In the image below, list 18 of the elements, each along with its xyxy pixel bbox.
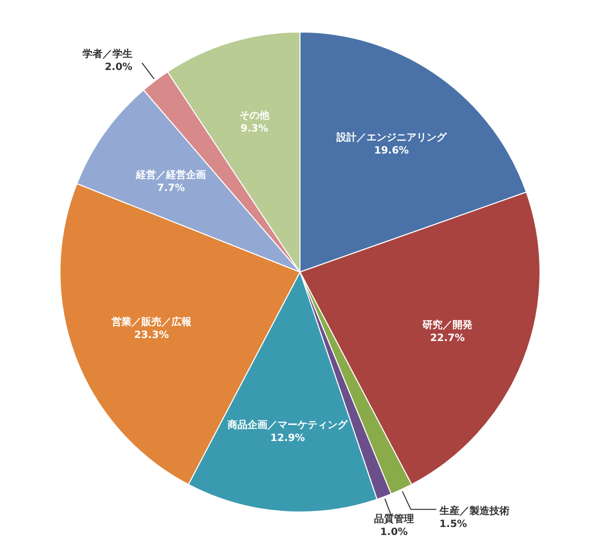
slice-label: 生産／製造技術 — [438, 504, 510, 517]
data-label: 22.7% — [430, 332, 465, 344]
slice-label: 学者／学生 — [82, 48, 132, 60]
data-label: 23.3% — [134, 330, 169, 342]
slice-label: 商品企画／マーケティング — [226, 418, 349, 431]
slice-label: 経営／経営企画 — [134, 169, 206, 182]
data-label: 19.6% — [374, 146, 409, 157]
data-label: 1.0% — [380, 526, 408, 538]
slice-label: 研究／開発 — [421, 318, 474, 331]
data-label: 1.5% — [439, 518, 468, 530]
data-label: 9.3% — [240, 123, 268, 134]
slice-label: 設計／エンジニアリング — [335, 132, 448, 144]
data-label: 12.9% — [270, 432, 305, 444]
data-label: 7.7% — [157, 183, 185, 194]
slice-label: 営業／販売／広報 — [111, 316, 192, 328]
slice-label: 品質管理 — [374, 512, 414, 525]
data-label: 2.0% — [104, 62, 132, 74]
slice-label: その他 — [239, 109, 270, 122]
